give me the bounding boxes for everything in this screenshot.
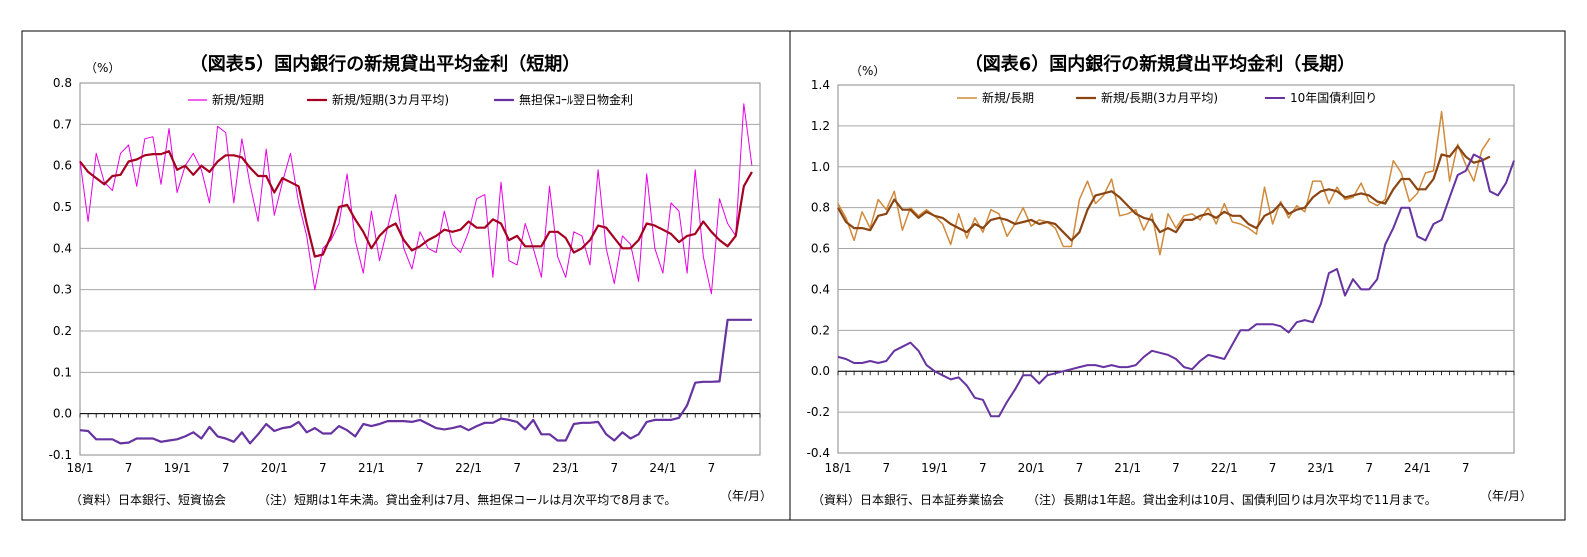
y-tick-label: 0.2 <box>53 324 72 338</box>
x-tick-label: 7 <box>979 461 987 475</box>
x-tick-label: 7 <box>1269 461 1277 475</box>
series-lines <box>837 110 1515 418</box>
chart-long-term: （図表6）国内銀行の新規貸出平均金利（長期） （%） （年/月） （資料）日本銀… <box>807 53 1532 507</box>
x-tick-label: 21/1 <box>358 461 385 475</box>
x-tick-label: 19/1 <box>921 461 948 475</box>
x-tick-label: 22/1 <box>455 461 482 475</box>
legend: 新規/長期 新規/長期(3カ月平均) 10年国債利回り <box>957 90 1377 105</box>
y-tick-label: 0.4 <box>811 282 830 296</box>
y-tick-labels: 1.4 1.2 1.0 0.8 0.6 0.4 0.2 0.0 -0.2 -0.4 <box>807 78 830 460</box>
y-tick-label: -0.1 <box>49 448 72 462</box>
y-unit-label: （%） <box>850 64 885 78</box>
x-tick-label: 7 <box>222 461 230 475</box>
x-tick-label: 7 <box>125 461 133 475</box>
x-tick-label: 24/1 <box>1404 461 1431 475</box>
y-tick-label: 0.8 <box>811 201 830 215</box>
footnote: （注）長期は1年超。貸出金利は10月、国債利回りは月次平均で11月まで。 <box>1027 492 1437 507</box>
source-label: （資料）日本銀行、短資協会 <box>70 492 226 507</box>
y-tick-label: 0.7 <box>53 117 72 131</box>
x-tick-label: 7 <box>1076 461 1084 475</box>
legend-label-monthly: 新規/長期 <box>982 90 1034 105</box>
zero-axis <box>837 370 1515 376</box>
x-tick-label: 7 <box>1172 461 1180 475</box>
series-line-avg <box>837 145 1491 242</box>
x-tick-label: 7 <box>1462 461 1470 475</box>
y-tick-label: 0.1 <box>53 365 72 379</box>
y-tick-label: 1.2 <box>811 119 830 133</box>
plot-area <box>837 84 1515 454</box>
source-label: （資料）日本銀行、日本証券業協会 <box>812 492 1004 507</box>
y-tick-label: 0.0 <box>53 407 72 421</box>
x-tick-labels: 18/1 7 19/1 7 20/1 7 21/1 7 22/1 7 23/1 7 24/1 7 <box>67 461 716 475</box>
series-lines <box>79 103 753 445</box>
x-tick-label: 7 <box>513 461 521 475</box>
y-tick-label: 1.4 <box>811 78 830 92</box>
x-tick-label: 7 <box>319 461 327 475</box>
zero-axis <box>79 413 761 418</box>
y-tick-label: 0.3 <box>53 283 72 297</box>
y-tick-label: 0.5 <box>53 200 72 214</box>
x-tick-label: 7 <box>416 461 424 475</box>
legend-label-monthly: 新規/短期 <box>212 92 264 107</box>
x-tick-label: 20/1 <box>261 461 288 475</box>
y-tick-label: 0.2 <box>811 323 830 337</box>
y-tick-label: -0.2 <box>807 405 830 419</box>
legend: 新規/短期 新規/短期(3カ月平均) 無担保ｺｰﾙ翌日物金利 <box>188 92 633 107</box>
x-tick-label: 21/1 <box>1114 461 1141 475</box>
x-tick-label: 22/1 <box>1211 461 1238 475</box>
y-tick-label: 0.6 <box>811 242 830 256</box>
x-tick-label: 23/1 <box>552 461 579 475</box>
y-tick-label: 1.0 <box>811 160 830 174</box>
x-tick-label: 18/1 <box>67 461 94 475</box>
x-tick-label: 24/1 <box>649 461 676 475</box>
legend-label-avg: 新規/長期(3カ月平均) <box>1101 90 1218 105</box>
x-tick-label: 7 <box>1365 461 1373 475</box>
y-unit-label: （%） <box>85 61 120 75</box>
x-unit-label: （年/月） <box>720 489 772 503</box>
x-tick-label: 7 <box>610 461 618 475</box>
x-tick-label: 18/1 <box>825 461 852 475</box>
series-line-monthly <box>79 103 753 295</box>
outer-frame <box>21 30 1566 521</box>
y-tick-label: 0.0 <box>811 364 830 378</box>
x-tick-label: 7 <box>708 461 716 475</box>
y-tick-label: -0.4 <box>807 446 830 460</box>
chart-title: （図表6）国内銀行の新規貸出平均金利（長期） <box>965 53 1356 75</box>
x-tick-label: 23/1 <box>1307 461 1334 475</box>
x-tick-label: 19/1 <box>164 461 191 475</box>
footnote: （注）短期は1年未満。貸出金利は7月、無担保コールは月次平均で8月まで。 <box>258 492 676 507</box>
series-line-call <box>79 318 752 445</box>
y-tick-labels: 0.8 0.7 0.6 0.5 0.4 0.3 0.2 0.1 0.0 -0.1 <box>49 76 72 462</box>
legend-label-avg: 新規/短期(3カ月平均) <box>332 92 449 107</box>
x-tick-label: 20/1 <box>1018 461 1045 475</box>
chart-short-term: （図表5）国内銀行の新規貸出平均金利（短期） （%） （年/月） （資料）日本銀… <box>49 53 772 507</box>
plot-area <box>79 82 761 456</box>
series-line-jgb <box>837 153 1515 418</box>
chart-title: （図表5）国内銀行の新規貸出平均金利（短期） <box>190 53 581 75</box>
x-tick-label: 7 <box>882 461 890 475</box>
legend-label-jgb: 10年国債利回り <box>1290 90 1377 105</box>
legend-label-call: 無担保ｺｰﾙ翌日物金利 <box>519 92 633 107</box>
y-tick-label: 0.8 <box>53 76 72 90</box>
x-tick-labels: 18/1 7 19/1 7 20/1 7 21/1 7 22/1 7 23/1 7 24/1 7 <box>825 461 1470 475</box>
y-tick-label: 0.4 <box>53 241 72 255</box>
y-tick-label: 0.6 <box>53 159 72 173</box>
x-unit-label: （年/月） <box>1480 489 1532 503</box>
series-line-avg <box>79 150 753 258</box>
